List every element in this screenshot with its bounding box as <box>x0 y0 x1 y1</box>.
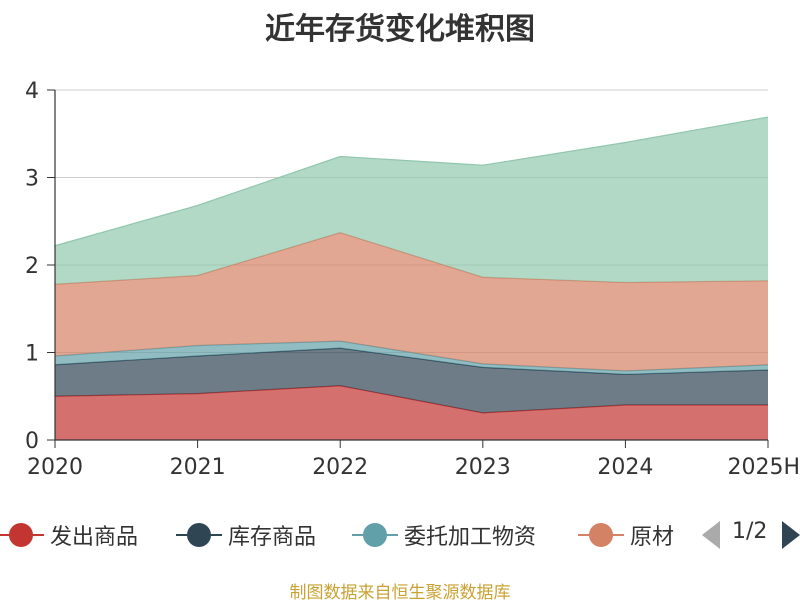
y-tick-label: 1 <box>25 342 39 367</box>
chart-legend: 发出商品 库存商品 委托加工物资 原材 1/2 <box>0 515 800 555</box>
legend-marker-icon <box>578 523 624 547</box>
legend-marker-icon <box>0 523 44 547</box>
legend-item[interactable]: 库存商品 <box>176 515 316 555</box>
series-area-4 <box>55 117 768 285</box>
legend-marker-icon <box>352 523 398 547</box>
legend-marker-icon <box>176 523 222 547</box>
series-area-3 <box>55 232 768 371</box>
legend-pager: 1/2 <box>700 515 800 555</box>
legend-label: 原材 <box>630 525 675 550</box>
x-tick-label: 2024 <box>597 455 653 480</box>
legend-prev-icon[interactable] <box>702 521 720 549</box>
x-tick-label: 2021 <box>170 455 226 480</box>
x-tick-label: 2020 <box>27 455 83 480</box>
legend-item[interactable]: 委托加工物资 <box>352 515 536 555</box>
y-tick-label: 3 <box>25 167 39 192</box>
y-tick-label: 2 <box>25 254 39 279</box>
legend-page-indicator: 1/2 <box>732 519 768 544</box>
y-tick-label: 4 <box>25 79 39 104</box>
chart-title: 近年存货变化堆积图 <box>265 12 535 47</box>
data-source-note: 制图数据来自恒生聚源数据库 <box>289 583 511 603</box>
legend-label: 库存商品 <box>228 525 317 550</box>
stacked-area-chart: 0 1 2 3 4 2020 2021 2022 2023 2024 2025H <box>25 79 800 480</box>
legend-item[interactable]: 原材 <box>578 515 674 555</box>
x-tick-label: 2023 <box>455 455 511 480</box>
legend-label: 委托加工物资 <box>404 525 537 550</box>
series-area-1 <box>55 348 768 413</box>
series-area-2 <box>55 341 768 375</box>
y-tick-label: 0 <box>25 429 39 454</box>
legend-next-icon[interactable] <box>782 521 800 549</box>
series-area-0 <box>55 385 768 440</box>
legend-label: 发出商品 <box>50 525 139 550</box>
series-line-4 <box>54 116 769 247</box>
legend-item[interactable]: 发出商品 <box>0 515 138 555</box>
x-tick-label: 2022 <box>312 455 368 480</box>
x-tick-label: 2025H <box>727 455 800 480</box>
